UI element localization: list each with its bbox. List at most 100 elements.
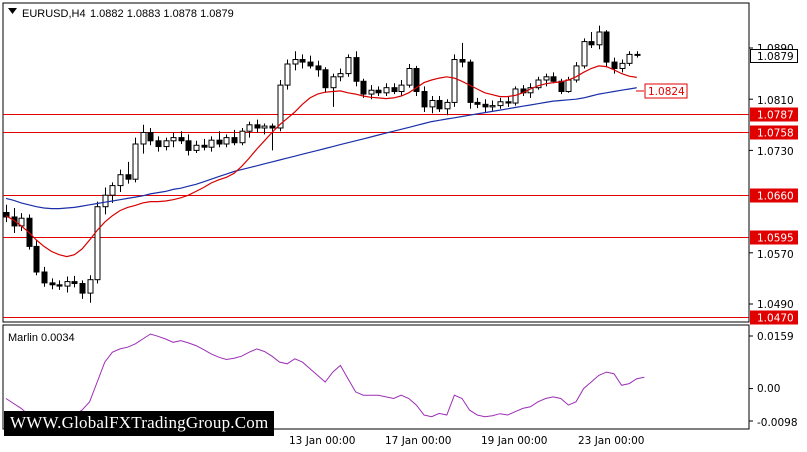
ohlc-values: 1.0882 1.0883 1.0878 1.0879 xyxy=(90,8,234,20)
candle xyxy=(550,72,557,84)
ma-value-annotation: 1.0824 xyxy=(636,83,688,99)
candle xyxy=(406,64,413,88)
candle xyxy=(71,275,78,288)
watermark-logo: WWW.GlobalFXTradingGroup.Com xyxy=(4,411,275,436)
candle xyxy=(489,100,496,111)
level-label: 1.0758 xyxy=(757,128,794,140)
price-tick: 1.0730 xyxy=(757,146,794,158)
candle xyxy=(109,182,116,203)
symbol-label: EURUSD,H4 xyxy=(22,8,86,20)
marlin-series xyxy=(5,333,645,423)
candle xyxy=(246,121,253,138)
candle xyxy=(444,99,451,116)
candlestick-series xyxy=(3,25,641,303)
candle xyxy=(132,137,139,183)
candle xyxy=(413,65,420,96)
candle xyxy=(611,57,618,74)
candle xyxy=(239,128,246,146)
collapse-arrow-icon[interactable] xyxy=(8,8,17,14)
time-tick: 23 Jan 00:00 xyxy=(578,435,644,447)
candle xyxy=(208,136,215,152)
level-label: 1.0787 xyxy=(757,110,794,122)
candle xyxy=(223,134,230,148)
moving-averages xyxy=(5,65,637,258)
candle xyxy=(421,86,428,112)
candle xyxy=(163,137,170,151)
price-axis xyxy=(749,47,753,305)
candle xyxy=(178,131,185,144)
level-tag xyxy=(750,125,798,140)
candle xyxy=(322,67,329,93)
candle xyxy=(337,68,344,82)
candle xyxy=(436,96,443,112)
current-price-tag: 1.0879 xyxy=(750,49,798,63)
candle xyxy=(391,83,398,95)
candle xyxy=(193,140,200,153)
candle xyxy=(596,25,603,50)
candle xyxy=(170,132,177,148)
candle xyxy=(147,128,154,146)
candle xyxy=(299,54,306,69)
price-tick: 1.0490 xyxy=(757,299,794,311)
candle xyxy=(56,280,63,290)
candle xyxy=(505,96,512,107)
price-tick: 1.0570 xyxy=(757,249,794,261)
marlin-tick: 0.00 xyxy=(757,383,780,395)
support-resistance-levels: 1.0787 1.0758 1.0660 1.0595 1.0470 xyxy=(3,107,798,325)
candle xyxy=(307,55,314,69)
level-tag xyxy=(750,107,798,122)
candle xyxy=(292,51,299,71)
candle xyxy=(375,86,382,96)
candle xyxy=(634,51,641,58)
candle xyxy=(201,138,208,151)
candle xyxy=(619,59,626,73)
candle xyxy=(41,266,48,287)
marlin-tick: -0.0098 xyxy=(757,417,798,429)
candle xyxy=(398,80,405,96)
candle xyxy=(451,54,458,107)
candle xyxy=(626,51,633,66)
marlin-line xyxy=(5,333,753,423)
candle xyxy=(117,169,124,192)
level-tag xyxy=(750,230,798,245)
candle xyxy=(231,129,238,146)
annotation-label: 1.0824 xyxy=(648,86,685,98)
candle xyxy=(140,124,147,154)
candle xyxy=(269,123,276,151)
candle xyxy=(87,275,94,303)
candle xyxy=(94,201,101,284)
candle xyxy=(459,42,466,68)
candle xyxy=(3,204,10,223)
time-tick: 17 Jan 00:00 xyxy=(385,435,451,447)
candle xyxy=(353,51,360,87)
candle xyxy=(33,240,40,276)
candle xyxy=(581,38,588,69)
candle xyxy=(482,99,489,112)
candle xyxy=(535,76,542,90)
candle xyxy=(345,54,352,77)
candle xyxy=(79,280,86,299)
candle xyxy=(429,96,436,114)
time-tick: 13 Jan 00:00 xyxy=(289,435,355,447)
candle xyxy=(261,123,268,135)
svg-text:1.0879: 1.0879 xyxy=(757,51,794,63)
candle xyxy=(102,187,109,215)
candle xyxy=(125,161,132,184)
candle xyxy=(315,60,322,77)
candle xyxy=(277,80,284,132)
price-panel xyxy=(2,2,750,323)
level-tag xyxy=(750,310,798,325)
time-tick: 19 Jan 00:00 xyxy=(481,435,547,447)
candle xyxy=(588,32,595,48)
candle xyxy=(603,30,610,68)
candle xyxy=(467,59,474,109)
candle xyxy=(383,83,390,96)
marlin-tick: 0.0159 xyxy=(757,331,794,343)
candle xyxy=(49,278,56,290)
candle xyxy=(474,97,481,109)
level-label: 1.0470 xyxy=(757,313,794,325)
candle xyxy=(254,119,261,133)
candle xyxy=(543,73,550,87)
candle xyxy=(330,73,337,107)
